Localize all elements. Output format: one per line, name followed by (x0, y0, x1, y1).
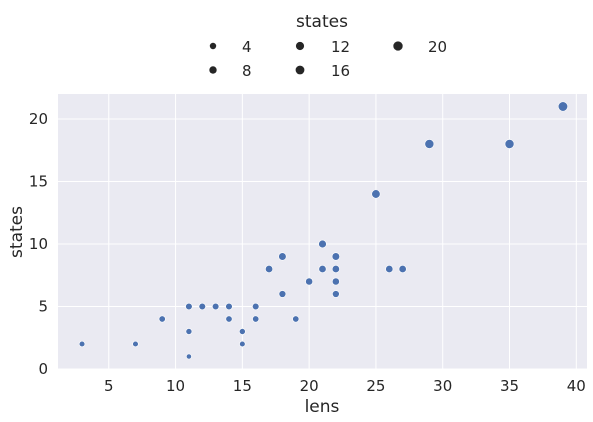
data-point (292, 315, 300, 323)
legend-label: 8 (242, 62, 252, 80)
data-point (332, 290, 340, 298)
legend: states 4 8 12 16 20 (209, 12, 447, 80)
legend-label: 16 (331, 62, 350, 80)
data-point (278, 252, 287, 261)
data-point (185, 328, 193, 335)
data-point (185, 302, 193, 311)
plot-area (58, 94, 587, 369)
legend-marker (209, 42, 217, 50)
grid-lines (58, 94, 587, 370)
data-point (252, 302, 260, 311)
legend-marker (393, 41, 403, 51)
data-point (331, 265, 340, 273)
x-tick-labels: 5 10 15 20 25 30 35 40 (104, 377, 586, 395)
data-point (158, 315, 166, 323)
data-point (252, 315, 260, 323)
data-point (318, 239, 327, 249)
data-point (318, 265, 327, 273)
data-point (186, 353, 192, 360)
y-axis-label: states (7, 206, 27, 258)
y-tick-label: 0 (38, 360, 48, 378)
y-tick-label: 5 (38, 298, 48, 316)
x-axis-label: lens (305, 397, 340, 417)
data-point (385, 265, 394, 273)
data-point (132, 340, 139, 348)
data-point (198, 302, 206, 311)
x-tick-label: 25 (366, 377, 385, 395)
data-point (331, 252, 340, 261)
data-point (225, 302, 233, 311)
y-tick-label: 15 (29, 173, 48, 191)
data-point (239, 340, 246, 348)
data-point (78, 340, 86, 348)
data-point (239, 328, 246, 335)
data-point (211, 302, 220, 311)
x-tick-label: 20 (300, 377, 319, 395)
data-point (557, 101, 569, 112)
legend-label: 12 (331, 38, 350, 56)
data-point (305, 277, 314, 286)
legend-marker (209, 66, 217, 74)
x-tick-label: 15 (233, 377, 252, 395)
legend-label: 4 (242, 38, 252, 56)
data-point (331, 277, 340, 286)
data-point (504, 139, 515, 149)
x-tick-label: 30 (433, 377, 452, 395)
legend-marker (295, 41, 305, 51)
y-tick-label: 20 (29, 110, 48, 128)
data-points (78, 101, 569, 360)
data-point (371, 189, 381, 199)
y-tick-labels: 0 5 10 15 20 (29, 110, 48, 378)
data-point (424, 139, 435, 149)
legend-label: 20 (428, 38, 447, 56)
x-tick-label: 40 (567, 377, 586, 395)
data-point (265, 265, 274, 273)
data-point (398, 265, 407, 273)
x-tick-label: 35 (500, 377, 519, 395)
data-point (225, 315, 233, 323)
legend-title: states (296, 12, 348, 32)
y-tick-label: 10 (29, 235, 48, 253)
x-tick-label: 5 (104, 377, 114, 395)
data-point (278, 290, 287, 298)
x-tick-label: 10 (166, 377, 185, 395)
legend-marker (295, 65, 305, 75)
